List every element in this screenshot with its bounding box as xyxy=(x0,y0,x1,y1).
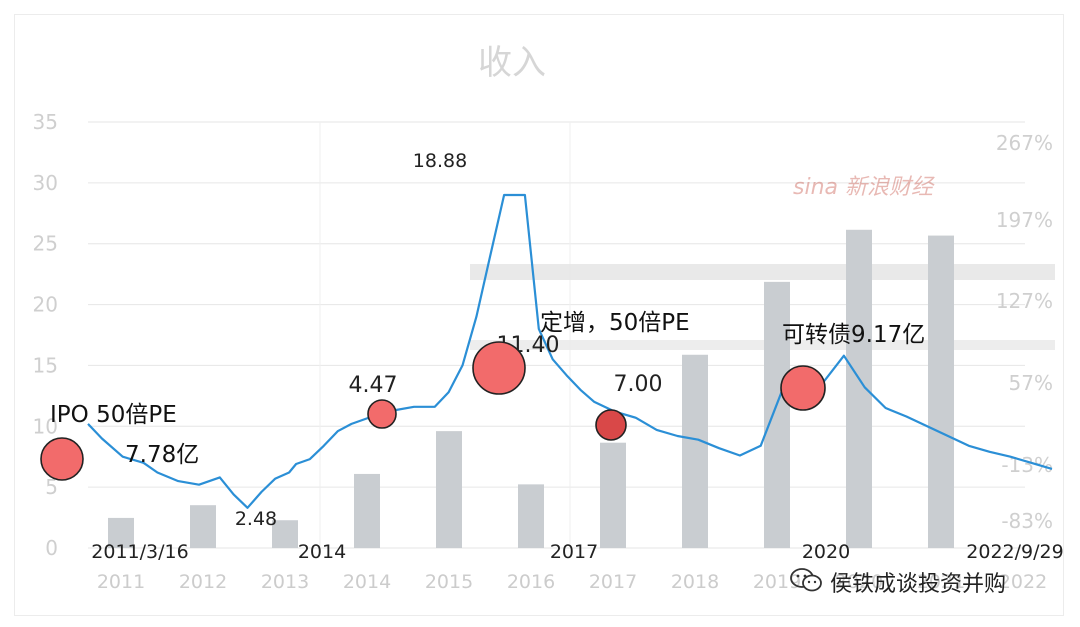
price-label: 18.88 xyxy=(413,150,467,172)
x-tick-label: 2012 xyxy=(179,571,227,593)
y-tick-label: 30 xyxy=(33,171,58,195)
event-marker xyxy=(472,341,526,395)
x-tick-label: 2015 xyxy=(425,571,473,593)
y-tick-label: 25 xyxy=(33,232,58,256)
y-tick-label: 15 xyxy=(33,353,58,377)
annotation-text: 定增，50倍PE xyxy=(540,310,690,336)
event-marker xyxy=(595,409,627,441)
wechat-icon xyxy=(790,568,822,592)
y-tick-label: 20 xyxy=(33,293,58,317)
price-label: 7.00 xyxy=(614,372,663,397)
chart-title: 收入 xyxy=(478,43,546,83)
bar xyxy=(600,442,626,548)
date-label: 2014 xyxy=(298,541,346,563)
right-tick-label: 197% xyxy=(996,208,1053,232)
sina-logo-watermark: sina 新浪财经 xyxy=(793,175,935,200)
x-tick-label: 2011 xyxy=(97,571,145,593)
right-tick-label: -83% xyxy=(1001,509,1053,533)
y-tick-label: 35 xyxy=(33,110,58,134)
x-tick-label: 2020 xyxy=(835,571,883,593)
right-tick-label: 57% xyxy=(1009,371,1053,395)
date-label: 2022/9/29 xyxy=(966,541,1063,563)
annotation-text: 可转债9.17亿 xyxy=(782,322,925,348)
highlight-band xyxy=(470,340,1055,350)
right-tick-label: 267% xyxy=(996,131,1053,155)
bar xyxy=(682,354,708,548)
highlight-band xyxy=(470,264,1055,280)
date-label: 2020 xyxy=(802,541,850,563)
x-tick-label: 2022 xyxy=(999,571,1047,593)
bar xyxy=(928,235,954,549)
right-tick-label: 127% xyxy=(996,289,1053,313)
y-tick-label: 0 xyxy=(45,536,58,560)
price-label: 4.47 xyxy=(349,373,398,398)
x-tick-label: 2018 xyxy=(671,571,719,593)
x-tick-label: 2016 xyxy=(507,571,555,593)
date-label: 2011/3/16 xyxy=(91,541,188,563)
bar xyxy=(190,505,216,548)
event-marker xyxy=(40,437,84,481)
event-marker xyxy=(367,399,397,429)
bar xyxy=(272,520,298,548)
account-watermark: 侯铁成谈投资并购 xyxy=(830,572,1007,597)
x-tick-label: 2013 xyxy=(261,571,309,593)
date-label: 2017 xyxy=(550,541,598,563)
bar xyxy=(764,281,790,548)
bar xyxy=(436,431,462,548)
bar xyxy=(846,229,872,549)
x-tick-label: 2014 xyxy=(343,571,391,593)
y-tick-label: 10 xyxy=(33,414,58,438)
bar xyxy=(108,517,134,548)
bar xyxy=(354,473,380,548)
annotation-subtext: 7.78亿 xyxy=(125,442,199,468)
annotation-text: IPO 50倍PE xyxy=(50,402,177,428)
price-line xyxy=(87,193,1053,509)
price-label: 2.48 xyxy=(235,508,277,530)
x-tick-label: 2017 xyxy=(589,571,637,593)
x-tick-label: 2021 xyxy=(917,571,965,593)
bar xyxy=(518,484,544,548)
x-tick-label: 2019 xyxy=(753,571,801,593)
event-marker xyxy=(780,365,826,411)
y-tick-label: 5 xyxy=(45,475,58,499)
sina-logo-text: sina 新浪财经 xyxy=(793,175,935,200)
